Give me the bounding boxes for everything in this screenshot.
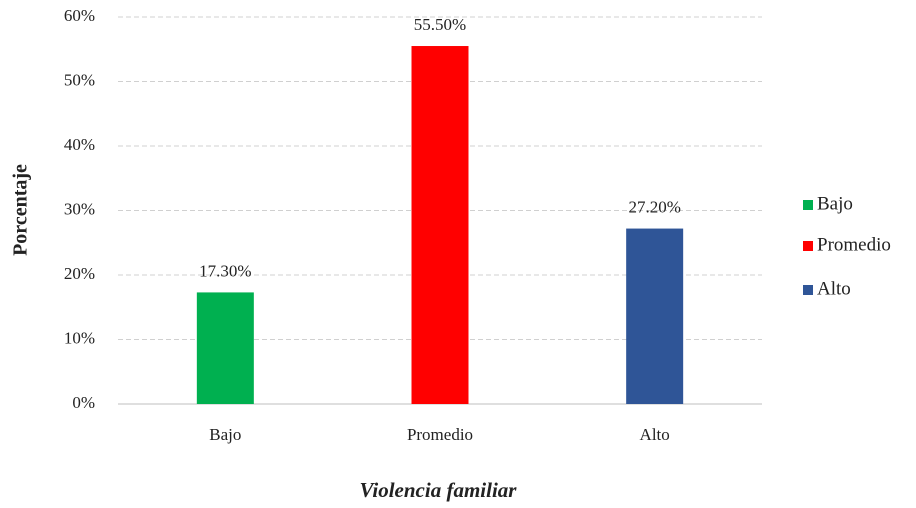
legend-label: Alto [817, 278, 851, 299]
legend-swatch [803, 285, 813, 295]
legend-swatch [803, 241, 813, 251]
y-tick-label: 60% [64, 6, 95, 25]
x-tick-label: Alto [640, 425, 670, 444]
bar [196, 292, 254, 404]
data-label: 17.30% [199, 261, 251, 280]
y-tick-label: 50% [64, 70, 95, 89]
y-tick-label: 20% [64, 264, 95, 283]
bar [411, 46, 469, 405]
bar [626, 228, 684, 404]
y-tick-label: 30% [64, 199, 95, 218]
data-label: 55.50% [414, 15, 466, 34]
y-axis-label: Porcentaje [10, 164, 32, 256]
legend-label: Bajo [817, 193, 853, 214]
x-tick-label: Bajo [209, 425, 241, 444]
x-axis-label: Violencia familiar [360, 478, 518, 502]
y-tick-label: 40% [64, 135, 95, 154]
data-label: 27.20% [628, 197, 680, 216]
x-tick-label: Promedio [407, 425, 473, 444]
y-tick-label: 10% [64, 328, 95, 347]
legend-swatch [803, 200, 813, 210]
y-tick-label: 0% [72, 393, 95, 412]
legend-label: Promedio [817, 234, 891, 255]
